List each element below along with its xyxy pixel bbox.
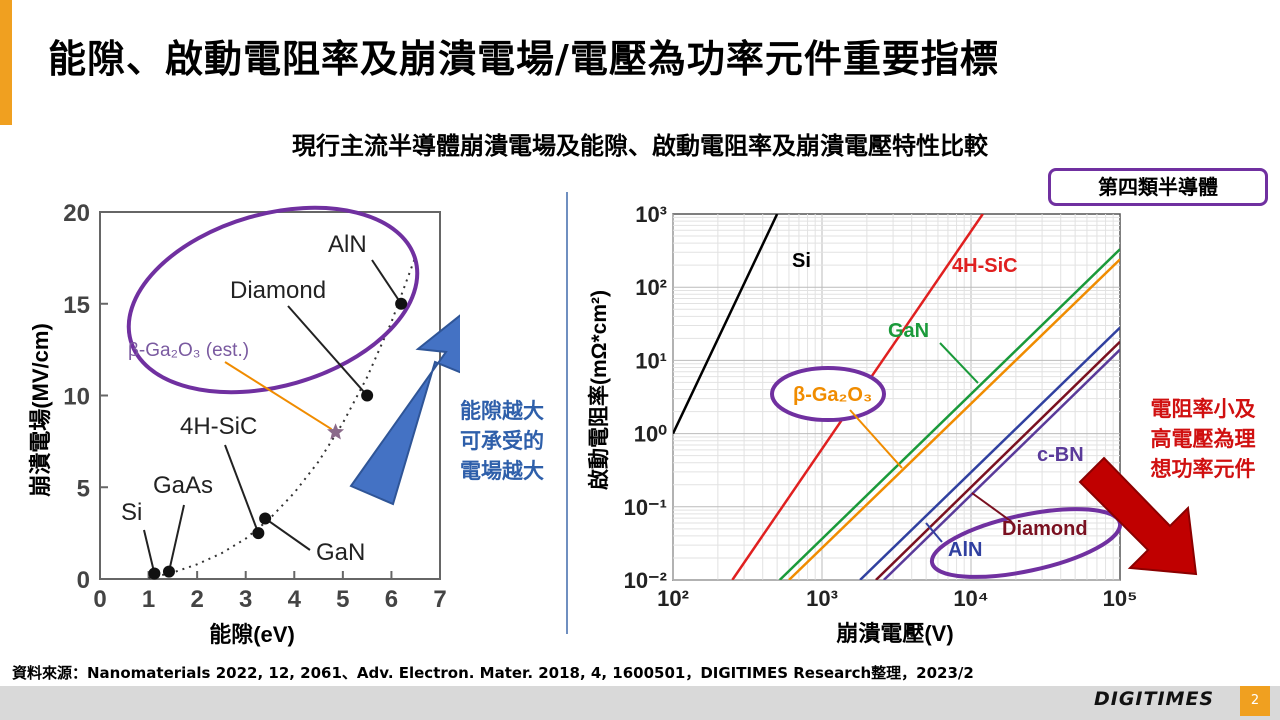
ga2o3-label: β-Ga₂O₃	[793, 384, 872, 406]
left-y-tick-label: 5	[77, 475, 90, 502]
left-leader-line	[264, 517, 311, 551]
diamond-leader	[971, 492, 1013, 523]
left-leader-line	[167, 504, 185, 572]
left-x-tick-group: 0 1 2 3 4 5 6 7	[93, 571, 447, 613]
left-y-tick-label: 0	[77, 567, 90, 594]
right-y-tick-label: 10⁻¹	[624, 495, 667, 520]
right-y-tick-label: 10³	[635, 202, 667, 227]
left-leader-line	[224, 444, 260, 534]
left-point-label: Si	[121, 499, 142, 526]
digitimes-logo: DIGITIMES	[1094, 688, 1215, 710]
left-x-tick-label: 7	[433, 586, 446, 613]
right-y-tick-group: 10⁻² 10⁻¹ 10⁰ 10¹ 10² 10³	[624, 202, 668, 593]
series-line-diamond	[875, 340, 1120, 580]
right-x-tick-group: 10² 10³ 10⁴ 10⁵	[657, 586, 1137, 611]
left-x-tick-label: 0	[93, 586, 106, 613]
left-y-tick-group: 0 5 10 15 20	[63, 200, 108, 594]
footer-bar	[0, 686, 1280, 720]
left-leader-lines	[143, 259, 402, 574]
left-x-tick-label: 1	[142, 586, 155, 613]
left-point-label: 4H-SiC	[180, 413, 257, 440]
point-ga2o3-star	[327, 423, 345, 440]
left-trend-curve	[148, 255, 417, 580]
series-line-gan	[778, 248, 1120, 580]
ideal-direction-arrow	[1078, 456, 1198, 576]
resistivity-voltage-chart: 10² 10³ 10⁴ 10⁵ 10⁻² 10⁻¹ 10⁰ 10¹ 10² 10³ Si 4H-…	[587, 202, 1137, 646]
right-y-tick-label: 10²	[635, 275, 667, 300]
left-point-label: Diamond	[230, 277, 326, 304]
bandgap-note: 能隙越大 可承受的 電場越大	[440, 396, 564, 486]
point-si	[148, 567, 161, 580]
right-y-tick-label: 10¹	[635, 348, 667, 373]
point-aln	[395, 297, 408, 310]
ga2o3-leader	[849, 409, 903, 469]
left-x-tick-label: 3	[239, 586, 252, 613]
ga2o3-highlight-ellipse	[770, 366, 886, 422]
left-y-tick-label: 15	[63, 292, 90, 319]
si-label: Si	[792, 250, 811, 272]
chart-divider	[566, 192, 568, 634]
right-x-tick-label: 10⁵	[1103, 586, 1138, 611]
right-y-axis-title: 啟動電阻率(mΩ*cm²)	[587, 290, 611, 490]
left-leader-line	[287, 305, 368, 397]
left-y-axis-title: 崩潰電場(MV/cm)	[28, 323, 53, 497]
bandgap-field-chart: 0 1 2 3 4 5 6 7 0 5 10 15 20 Si GaAs 4H-SiC GaN β-Ga₂O₃…	[28, 200, 460, 647]
series-line-si	[673, 214, 779, 435]
bandgap-note-line-3: 電場越大	[460, 459, 544, 483]
bandgap-note-line-2: 可承受的	[460, 429, 544, 453]
left-x-tick-label: 6	[385, 586, 398, 613]
series-line--ga-o-	[788, 258, 1120, 580]
left-point-label: β-Ga₂O₃ (est.)	[128, 340, 249, 361]
left-y-tick-label: 20	[63, 200, 90, 227]
right-x-tick-label: 10⁴	[953, 586, 988, 611]
page-number: 2	[1240, 686, 1270, 716]
gan-label: GaN	[888, 320, 929, 342]
left-y-tick-label: 10	[63, 384, 90, 411]
left-leader-line	[371, 259, 402, 305]
source-citation: 資料來源：Nanomaterials 2022, 12, 2061、Adv. E…	[12, 664, 974, 682]
slide-subtitle: 現行主流半導體崩潰電場及能隙、啟動電阻率及崩潰電壓特性比較	[292, 132, 988, 160]
resistivity-note-line-3: 想功率元件	[1150, 457, 1256, 481]
resistivity-note-line-2: 高電壓為理	[1150, 427, 1256, 451]
right-x-axis-title: 崩潰電壓(V)	[836, 621, 953, 646]
diamond-label: Diamond	[1002, 518, 1088, 540]
point-diamond	[361, 389, 374, 402]
left-points-group	[148, 297, 408, 580]
right-y-tick-label: 10⁻²	[624, 568, 667, 593]
title-accent-bar	[0, 0, 12, 125]
left-highlight-ellipse	[126, 205, 420, 395]
slide-title: 能隙、啟動電阻率及崩潰電場/電壓為功率元件重要指標	[48, 37, 999, 81]
left-point-label: GaAs	[153, 472, 213, 499]
bandgap-note-line-1: 能隙越大	[460, 399, 544, 423]
right-y-tick-label: 10⁰	[634, 422, 667, 447]
left-leader-line	[143, 529, 156, 574]
point-4h-sic	[252, 527, 265, 540]
left-point-label: GaN	[316, 539, 365, 566]
aln-label: AlN	[948, 539, 982, 561]
left-x-tick-label: 2	[190, 586, 203, 613]
left-point-label: AlN	[328, 231, 367, 258]
aln-leader	[925, 522, 943, 543]
resistivity-note-line-1: 電阻率小及	[1150, 397, 1256, 421]
left-x-axis-title: 能隙(eV)	[209, 622, 295, 647]
left-plot-frame	[99, 211, 441, 580]
left-x-tick-label: 5	[336, 586, 349, 613]
point-gaas	[162, 565, 175, 578]
series-line-aln	[859, 326, 1120, 580]
bandgap-up-arrow	[349, 314, 460, 506]
fourth-gen-badge: 第四類半導體	[1048, 168, 1268, 206]
point-gan	[259, 512, 272, 525]
right-x-tick-label: 10²	[657, 586, 689, 611]
resistivity-note: 電阻率小及 高電壓為理 想功率元件	[1128, 394, 1278, 484]
cbn-label: c-BN	[1037, 444, 1084, 466]
left-x-tick-label: 4	[288, 586, 302, 613]
right-x-tick-label: 10³	[806, 586, 838, 611]
sic-label: 4H-SiC	[952, 255, 1018, 277]
series-line-c-bn	[882, 348, 1120, 580]
left-leader-line	[224, 361, 333, 431]
gan-leader	[939, 342, 979, 384]
